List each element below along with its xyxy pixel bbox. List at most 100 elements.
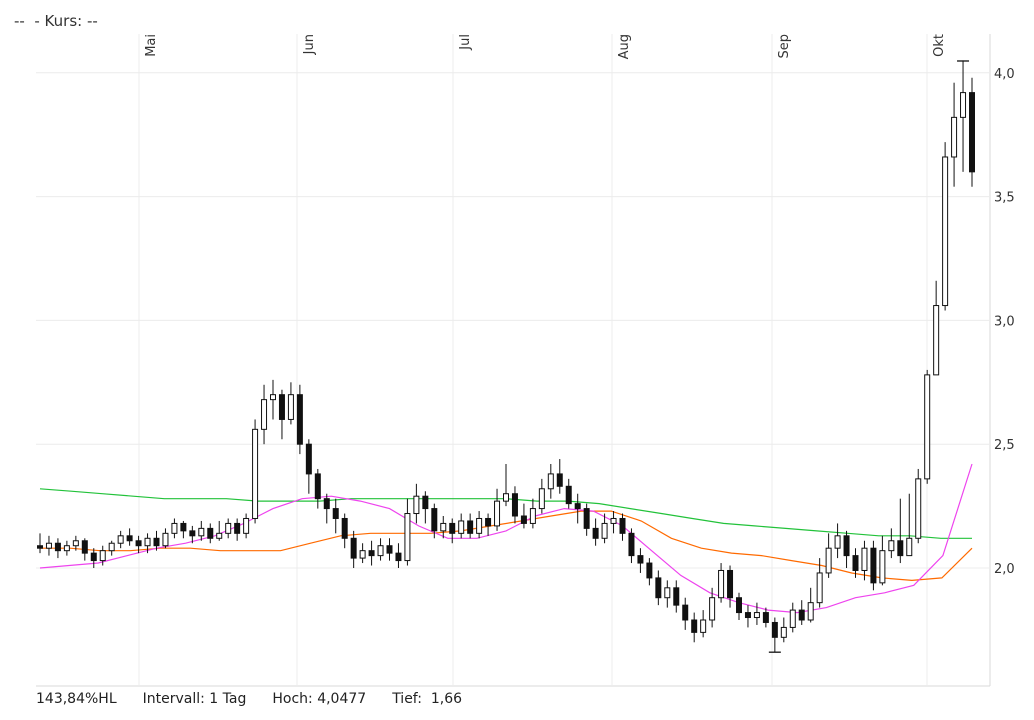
candle-body — [511, 493, 518, 517]
candle-body — [81, 540, 88, 554]
range-percent: 143,84%HL — [36, 691, 117, 707]
candle — [682, 597, 689, 630]
candle-body — [780, 626, 787, 638]
candle-body — [807, 602, 814, 621]
ma-line-magenta — [39, 463, 973, 614]
candle-body — [431, 508, 438, 532]
candle-body — [198, 527, 205, 537]
candle-body — [915, 478, 922, 539]
candle-body — [368, 550, 375, 557]
candle-body — [126, 535, 133, 542]
candle-body — [879, 550, 886, 584]
candle-body — [458, 520, 465, 534]
candle-body — [422, 495, 429, 510]
x-tick-label: Jul — [458, 34, 473, 51]
candle — [332, 498, 339, 534]
candle — [807, 587, 814, 623]
candle — [350, 530, 357, 568]
candle-body — [404, 513, 411, 562]
candle — [664, 580, 671, 608]
candle-body — [323, 498, 330, 510]
candle-body — [341, 517, 348, 539]
candle-body — [350, 537, 357, 559]
y-axis-labels: 2,0 2,5 3,0 3,5 4,0 — [994, 67, 1015, 577]
candle — [736, 592, 742, 620]
candle-body — [413, 495, 420, 515]
candle-body — [762, 612, 769, 623]
candle — [861, 540, 868, 581]
candle — [834, 523, 841, 559]
candle — [565, 478, 572, 509]
candle — [144, 533, 151, 554]
candle-body — [951, 116, 958, 158]
candle — [180, 520, 187, 539]
candle-body — [243, 517, 250, 534]
candle — [529, 498, 536, 529]
candle — [727, 565, 734, 608]
candle-body — [646, 562, 653, 579]
chart-grid — [36, 34, 991, 687]
candle — [413, 483, 420, 524]
candle — [440, 516, 447, 539]
candle — [646, 558, 653, 586]
candle — [906, 493, 913, 557]
candle-body — [494, 500, 501, 527]
candle-body — [144, 537, 151, 547]
candle — [377, 538, 384, 561]
candle-body — [449, 522, 456, 534]
candle — [449, 518, 456, 544]
candle — [520, 503, 527, 529]
candle-body — [180, 522, 187, 532]
y-tick-label: 2,0 — [994, 562, 1015, 577]
candle-body — [72, 540, 79, 547]
candle-body — [207, 527, 214, 539]
candle — [753, 602, 760, 625]
candle-body — [538, 488, 545, 510]
candle — [431, 503, 438, 539]
candle — [888, 528, 895, 559]
candle — [718, 563, 725, 603]
candle-body — [655, 577, 662, 599]
candle — [771, 617, 778, 653]
candle-body — [816, 572, 823, 604]
candle-body — [718, 569, 725, 599]
candle — [37, 533, 43, 554]
extreme-markers — [768, 60, 970, 653]
candle — [216, 520, 223, 541]
x-tick-label: Okt — [932, 34, 947, 57]
candle-body — [467, 520, 474, 534]
candle — [476, 511, 483, 539]
candle — [762, 607, 769, 628]
candle-body — [37, 545, 43, 549]
candle — [709, 587, 716, 628]
candle — [368, 540, 375, 566]
candle — [915, 468, 922, 544]
candle — [628, 528, 635, 564]
candle — [897, 498, 904, 564]
candle-body — [924, 374, 931, 480]
x-tick-label: Sep — [777, 34, 792, 59]
candle — [601, 513, 608, 544]
candle — [870, 540, 877, 591]
candle-body — [601, 522, 608, 539]
candle-body — [736, 597, 742, 614]
candle — [798, 600, 805, 625]
y-tick-label: 3,0 — [994, 314, 1015, 329]
candle-body — [261, 399, 268, 430]
candle-body — [63, 545, 70, 552]
candle — [852, 548, 859, 578]
candle-body — [942, 156, 949, 307]
candle-body — [825, 547, 832, 574]
candle-body — [305, 443, 312, 475]
candle — [189, 525, 196, 544]
candle — [261, 384, 268, 445]
candle — [458, 513, 465, 539]
candle-body — [691, 619, 698, 633]
candle — [135, 535, 142, 554]
candle — [879, 535, 886, 586]
ma-line-orange — [40, 510, 973, 582]
header-dashes: -- — [14, 12, 25, 30]
candle-body — [628, 532, 635, 557]
kurs-value: -- — [86, 12, 98, 30]
